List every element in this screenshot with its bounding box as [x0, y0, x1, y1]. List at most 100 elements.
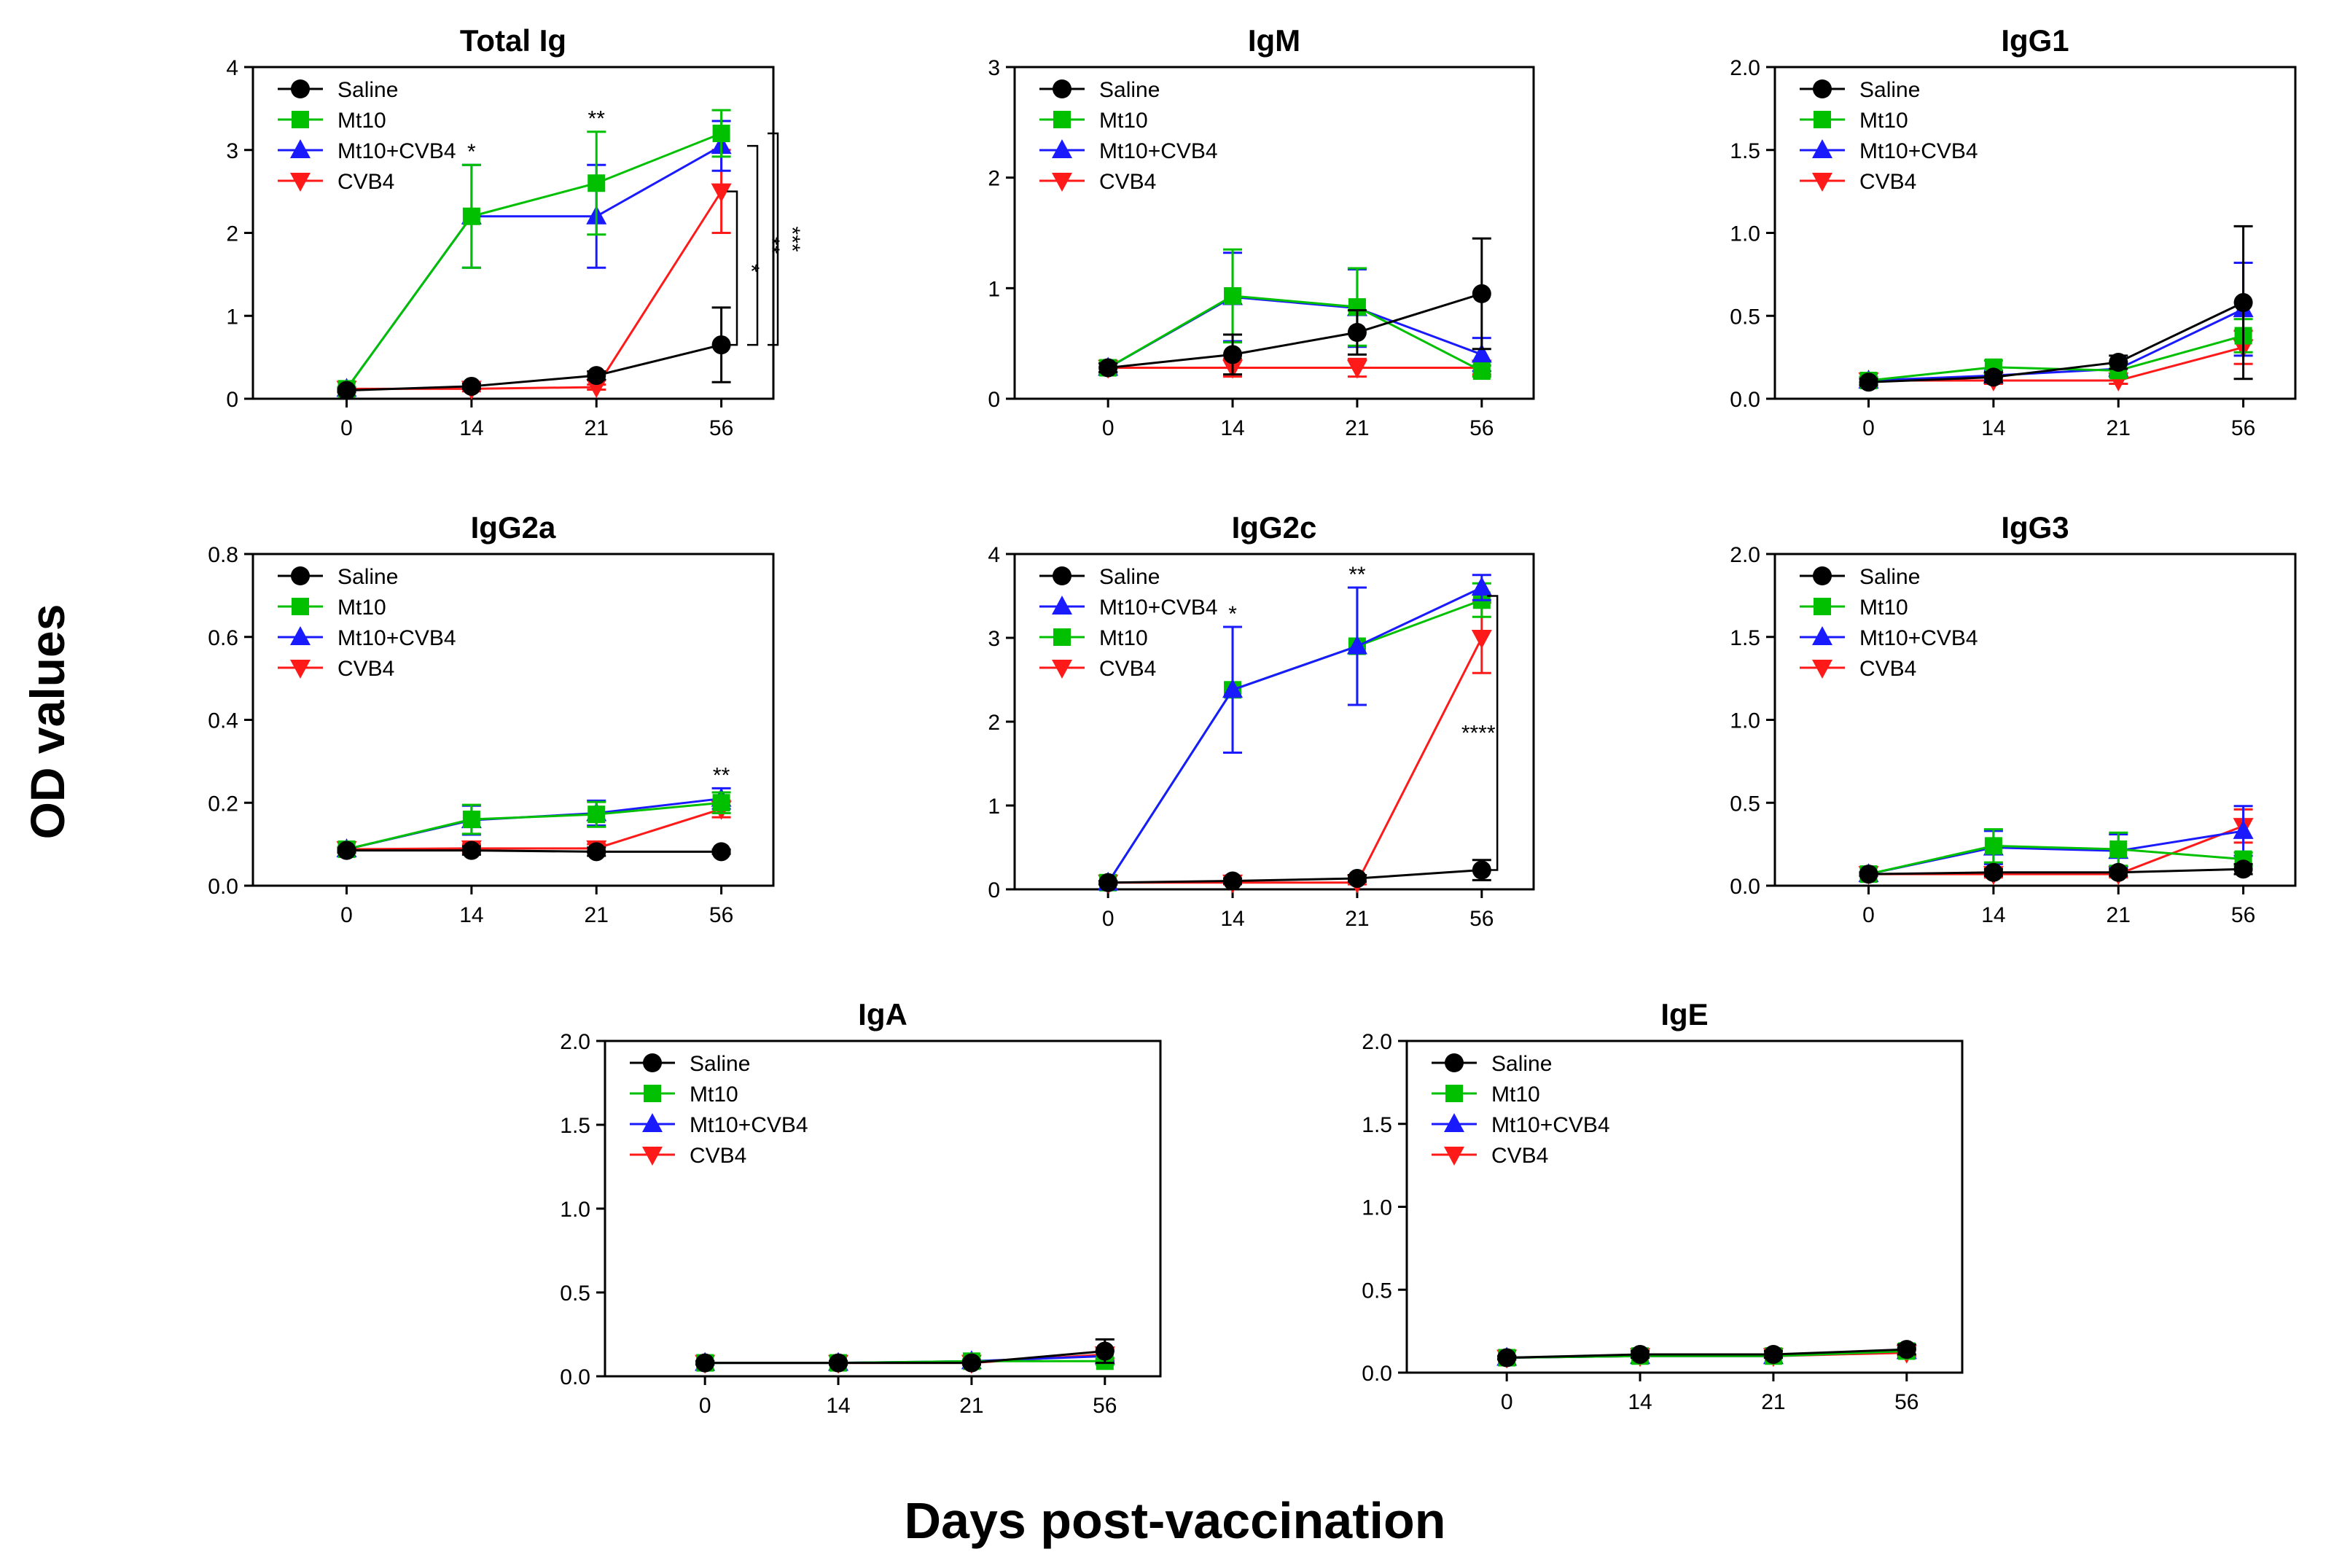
y-tick-label: 0: [988, 388, 1000, 412]
x-tick-label: 0: [340, 416, 353, 440]
legend-marker: [292, 598, 309, 615]
data-point: [462, 811, 480, 828]
data-point: [829, 1353, 848, 1373]
x-tick-label: 56: [1469, 907, 1494, 931]
series-line: [705, 1350, 1105, 1365]
panel-igg2a: IgG2a 0.0 0.2 0.4 0.6 0.8 0 14 21 56 ** Saline Mt10 M…: [208, 510, 775, 927]
data-point: [587, 842, 606, 862]
data-point: [1471, 577, 1492, 596]
legend-entry: Saline: [278, 565, 398, 589]
y-tick-label: 0.0: [1362, 1362, 1392, 1386]
legend-label: Saline: [1859, 78, 1920, 102]
significance-bracket: [1487, 595, 1499, 871]
series-line: [346, 808, 722, 851]
series-line: [1868, 308, 2244, 382]
legend-entry: Saline: [278, 78, 398, 102]
bracket-label: *: [739, 264, 763, 273]
series-mt10-cvb4: [1098, 251, 1492, 376]
y-tick-label: 3: [988, 56, 1000, 80]
series-cvb4: [1858, 329, 2254, 391]
panel-title: IgM: [1248, 23, 1300, 58]
series-cvb4: [1098, 601, 1492, 894]
legend-entry: Mt10: [1800, 596, 1908, 620]
y-tick-label: 0: [226, 388, 238, 412]
series-saline: [337, 840, 731, 862]
data-point: [1631, 1344, 1650, 1364]
legend-marker: [290, 173, 311, 192]
legend-marker: [1812, 139, 1832, 158]
x-tick-label: 14: [459, 416, 483, 440]
series-mt10-cvb4: [336, 787, 732, 857]
data-point: [1472, 284, 1491, 303]
data-point: [337, 840, 356, 860]
x-tick-label: 21: [1761, 1390, 1785, 1414]
legend-label: CVB4: [1099, 170, 1156, 194]
legend-entry: CVB4: [1800, 657, 1916, 681]
x-tick-label: 56: [1894, 1390, 1918, 1414]
legend-label: Mt10: [337, 596, 386, 620]
y-tick-label: 1: [226, 305, 238, 329]
data-point: [462, 207, 480, 225]
legend-marker: [643, 1053, 662, 1072]
legend-label: Mt10+CVB4: [337, 139, 456, 163]
panel-title: IgE: [1660, 997, 1708, 1031]
x-tick-label: 21: [585, 903, 609, 927]
legend-entry: Mt10: [1039, 626, 1148, 650]
legend-entry: Mt10+CVB4: [1039, 139, 1218, 163]
legend-label: Saline: [337, 565, 398, 589]
panel-iga: IgA 0.0 0.5 1.0 1.5 2.0 0 14 21 56 Saline Mt10 Mt10+…: [560, 997, 1162, 1418]
legend-label: Mt10: [1491, 1083, 1540, 1107]
y-tick-label: 0.5: [1362, 1279, 1392, 1303]
x-tick-label: 21: [2107, 416, 2131, 440]
legend-entry: Saline: [1432, 1052, 1552, 1076]
data-point: [1859, 373, 1878, 392]
legend-label: CVB4: [337, 657, 394, 681]
legend-marker: [291, 566, 310, 585]
legend-marker: [644, 1085, 661, 1102]
series-saline: [1859, 859, 2253, 884]
x-tick-label: 14: [1981, 416, 2005, 440]
x-tick-label: 56: [2231, 416, 2255, 440]
legend-entry: Mt10: [1800, 109, 1908, 133]
legend-entry: CVB4: [1039, 170, 1156, 194]
y-tick-label: 0.4: [208, 709, 238, 733]
series-saline: [695, 1338, 1115, 1373]
legend-marker: [642, 1147, 663, 1166]
panel-igg3: IgG3 0.0 0.5 1.0 1.5 2.0 0 14 21 56 Saline Mt10 Mt10…: [1730, 510, 2297, 927]
legend-label: CVB4: [1859, 657, 1916, 681]
data-point: [1346, 635, 1367, 655]
legend-entry: Mt10+CVB4: [630, 1113, 808, 1137]
data-point: [1763, 1344, 1783, 1364]
legend-marker: [1052, 596, 1072, 615]
significance-label: *: [467, 140, 476, 164]
data-point: [961, 1353, 981, 1373]
x-tick-label: 0: [699, 1394, 711, 1418]
series-line: [1107, 295, 1483, 373]
legend-entry: CVB4: [1039, 657, 1156, 681]
x-tick-label: 0: [1862, 416, 1875, 440]
y-tick-label: 1: [988, 277, 1000, 301]
legend-marker: [1052, 660, 1072, 679]
data-point: [1098, 873, 1118, 892]
x-tick-label: 21: [1345, 907, 1369, 931]
series-line: [1507, 1348, 1907, 1360]
y-tick-label: 1.5: [1362, 1113, 1392, 1137]
panel-title: IgA: [858, 997, 907, 1031]
legend-entry: Mt10+CVB4: [1800, 626, 1978, 650]
y-tick-label: 2: [988, 711, 1000, 735]
plot-frame: [604, 1040, 1162, 1378]
series-saline: [1098, 859, 1491, 892]
plot-frame: [251, 553, 775, 887]
series-saline: [1497, 1340, 1916, 1368]
y-tick-label: 2: [988, 167, 1000, 191]
series-line: [346, 801, 722, 851]
legend-label: CVB4: [1859, 170, 1916, 194]
data-point: [1095, 1341, 1115, 1361]
data-point: [711, 335, 731, 355]
y-tick-label: 4: [226, 56, 238, 80]
panel-ige: IgE 0.0 0.5 1.0 1.5 2.0 0 14 21 56 Saline Mt10 Mt10+…: [1362, 997, 1964, 1414]
series-line: [1868, 844, 2244, 875]
panel-title: IgG3: [2001, 510, 2069, 545]
series-line: [346, 132, 722, 390]
